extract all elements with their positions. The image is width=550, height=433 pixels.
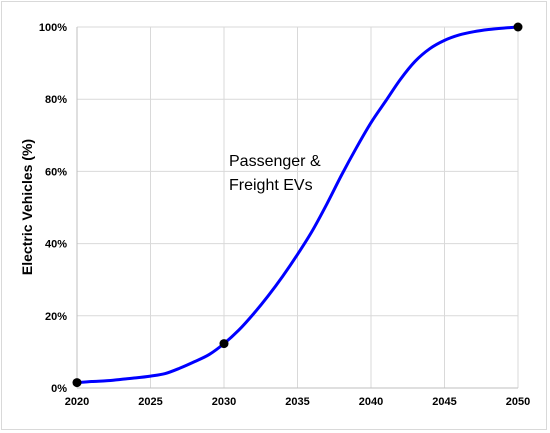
markers	[72, 22, 523, 388]
y-tick-label: 40%	[45, 239, 67, 251]
x-tick-label: 2045	[432, 396, 456, 408]
data-point-marker	[513, 22, 523, 32]
x-tick-label: 2035	[285, 396, 309, 408]
annotation-line-2: Freight EVs	[229, 177, 313, 194]
y-tick-label: 0%	[51, 383, 67, 395]
y-tick-label: 20%	[45, 311, 67, 323]
x-tick-label: 2050	[506, 396, 530, 408]
x-tick-label: 2040	[359, 396, 383, 408]
axes	[76, 27, 518, 389]
annotation-line-1: Passenger &	[229, 153, 321, 170]
series-line	[75, 25, 520, 385]
x-tick-label: 2020	[65, 396, 89, 408]
x-tick-label: 2025	[138, 396, 162, 408]
tick-labels: 2020 2025 2030 2035 2040 2045 2050 0% 20% 40% 60% 8…	[39, 22, 530, 408]
y-tick-label: 100%	[39, 22, 67, 34]
y-axis-title: Electric Vehicles (%)	[19, 139, 35, 275]
x-tick-label: 2030	[212, 396, 236, 408]
gridlines	[77, 26, 519, 388]
data-point-marker	[219, 339, 229, 349]
data-point-marker	[72, 378, 82, 388]
y-tick-label: 80%	[45, 94, 67, 106]
series	[75, 25, 520, 385]
y-tick-label: 60%	[45, 166, 67, 178]
